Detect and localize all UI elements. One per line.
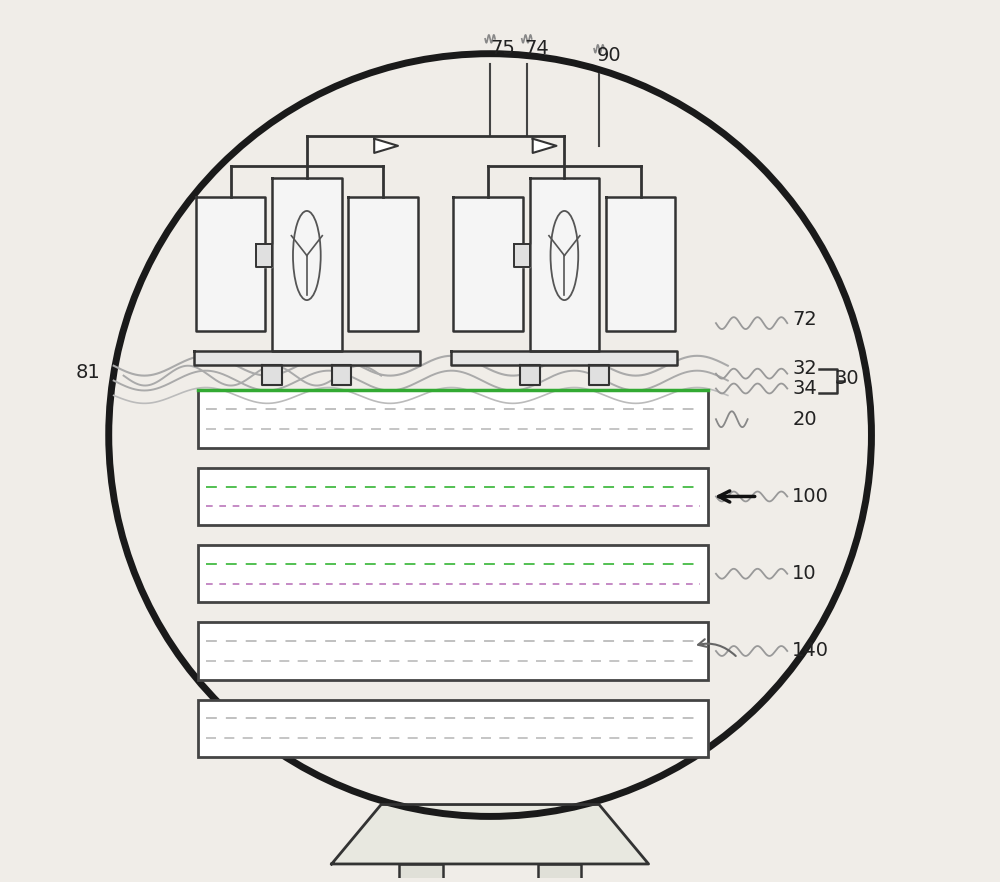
Text: 90: 90: [597, 46, 622, 65]
Polygon shape: [514, 243, 530, 267]
Text: 74: 74: [525, 39, 550, 58]
Polygon shape: [262, 365, 282, 385]
Text: 100: 100: [792, 487, 829, 506]
Polygon shape: [332, 804, 649, 864]
Polygon shape: [530, 177, 599, 351]
Polygon shape: [520, 365, 540, 385]
Polygon shape: [374, 138, 398, 153]
Polygon shape: [272, 177, 342, 351]
Polygon shape: [451, 351, 677, 365]
Polygon shape: [256, 243, 272, 267]
Text: 75: 75: [490, 39, 515, 58]
Text: 32: 32: [792, 359, 817, 378]
Polygon shape: [533, 138, 556, 153]
Bar: [198, 699, 708, 757]
Bar: [198, 623, 708, 680]
Text: 81: 81: [76, 363, 101, 382]
Text: 10: 10: [792, 564, 817, 583]
Text: 20: 20: [792, 410, 817, 429]
Polygon shape: [332, 365, 351, 385]
Polygon shape: [194, 351, 420, 365]
Polygon shape: [538, 864, 581, 882]
Bar: [198, 545, 708, 602]
Polygon shape: [399, 864, 443, 882]
Polygon shape: [606, 198, 675, 331]
Text: 34: 34: [792, 379, 817, 398]
Text: 72: 72: [792, 310, 817, 329]
Text: 30: 30: [835, 369, 859, 388]
Bar: [198, 391, 708, 448]
Text: 140: 140: [792, 641, 829, 661]
Polygon shape: [348, 198, 418, 331]
Bar: [198, 467, 708, 525]
Polygon shape: [453, 198, 523, 331]
Polygon shape: [196, 198, 265, 331]
Polygon shape: [589, 365, 609, 385]
